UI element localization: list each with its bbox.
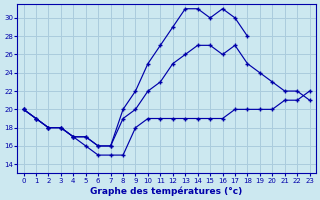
X-axis label: Graphe des températures (°c): Graphe des températures (°c) [91,186,243,196]
